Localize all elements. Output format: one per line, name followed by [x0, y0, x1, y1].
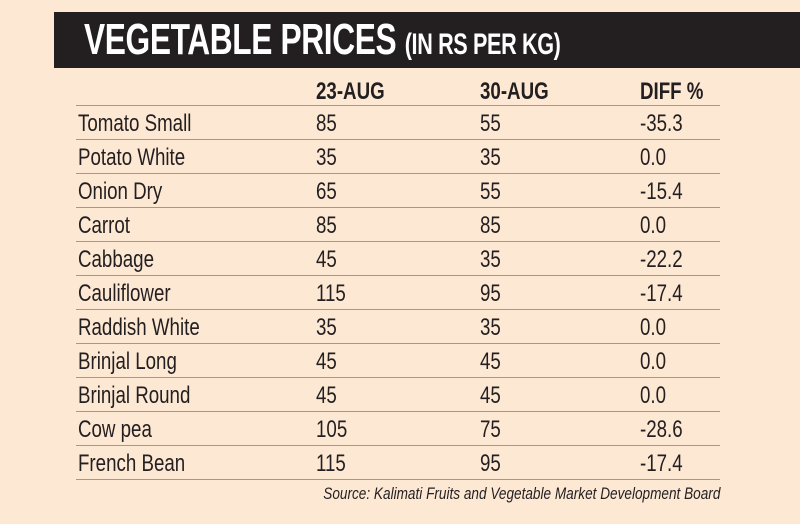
table-row: Cabbage 45 35 -22.2 — [76, 242, 720, 276]
table-row: Raddish White 35 35 0.0 — [76, 310, 720, 344]
table-cell: -17.4 — [640, 450, 683, 477]
table-cell: 85 — [316, 110, 337, 137]
table-cell: 65 — [316, 178, 337, 205]
table-cell: 75 — [480, 416, 501, 443]
table-row: Brinjal Round 45 45 0.0 — [76, 378, 720, 412]
table-header-row: 23-AUG 30-AUG DIFF % — [76, 78, 720, 106]
table-cell: 95 — [480, 280, 501, 307]
table-row: Onion Dry 65 55 -15.4 — [76, 174, 720, 208]
table-cell: 55 — [480, 178, 501, 205]
table-cell: 55 — [480, 110, 501, 137]
table-cell: 45 — [316, 246, 337, 273]
table-cell: -28.6 — [640, 416, 683, 443]
table-cell: 0.0 — [640, 314, 667, 341]
table-cell: -35.3 — [640, 110, 683, 137]
vegetable-name: Tomato Small — [78, 110, 192, 137]
source-note: Source: Kalimati Fruits and Vegetable Ma… — [322, 484, 720, 503]
table-row: Carrot 85 85 0.0 — [76, 208, 720, 242]
table-cell: 35 — [480, 314, 501, 341]
vegetable-name: Onion Dry — [78, 178, 163, 205]
vegetable-name: Cauliflower — [78, 280, 171, 307]
table-cell: 0.0 — [640, 144, 667, 171]
table-cell: 115 — [316, 280, 346, 307]
table-row: Brinjal Long 45 45 0.0 — [76, 344, 720, 378]
table-cell: 45 — [316, 382, 337, 409]
vegetable-name: Cow pea — [78, 416, 152, 443]
table-cell: 45 — [316, 348, 337, 375]
table-cell: 35 — [316, 314, 337, 341]
table-cell: -17.4 — [640, 280, 683, 307]
table-cell: -22.2 — [640, 246, 683, 273]
table-cell: 0.0 — [640, 212, 667, 239]
title-bar: VEGETABLE PRICES (IN RS PER KG) — [54, 12, 800, 68]
vegetable-name: Cabbage — [78, 246, 154, 273]
table-cell: 0.0 — [640, 382, 667, 409]
table-row: Tomato Small 85 55 -35.3 — [76, 106, 720, 140]
table-cell: 115 — [316, 450, 346, 477]
vegetable-name: Carrot — [78, 212, 131, 239]
column-header: DIFF % — [640, 78, 704, 105]
table-cell: 45 — [480, 348, 501, 375]
table-cell: 35 — [480, 144, 501, 171]
table-cell: 85 — [480, 212, 501, 239]
table-row: French Bean 115 95 -17.4 — [76, 446, 720, 480]
table-row: Potato White 35 35 0.0 — [76, 140, 720, 174]
vegetable-name: Potato White — [78, 144, 186, 171]
column-header: 23-AUG — [316, 78, 385, 105]
table-cell: 0.0 — [640, 348, 667, 375]
title-text: VEGETABLE PRICES — [84, 15, 397, 64]
table-row: Cauliflower 115 95 -17.4 — [76, 276, 720, 310]
table-cell: 35 — [316, 144, 337, 171]
table-cell: 105 — [316, 416, 348, 443]
price-table: 23-AUG 30-AUG DIFF % Tomato Small 85 55 -35.3 P… — [76, 78, 720, 480]
table-cell: 35 — [480, 246, 501, 273]
column-header: 30-AUG — [480, 78, 549, 105]
vegetable-name: Raddish White — [78, 314, 200, 341]
chart-subtitle: (IN RS PER KG) — [404, 28, 561, 61]
vegetable-name: French Bean — [78, 450, 186, 477]
chart-title: VEGETABLE PRICES (IN RS PER KG) — [84, 15, 561, 65]
table-cell: 45 — [480, 382, 501, 409]
table-cell: -15.4 — [640, 178, 683, 205]
vegetable-name: Brinjal Long — [78, 348, 177, 375]
table-row: Cow pea 105 75 -28.6 — [76, 412, 720, 446]
table-cell: 95 — [480, 450, 501, 477]
vegetable-name: Brinjal Round — [78, 382, 191, 409]
table-cell: 85 — [316, 212, 337, 239]
